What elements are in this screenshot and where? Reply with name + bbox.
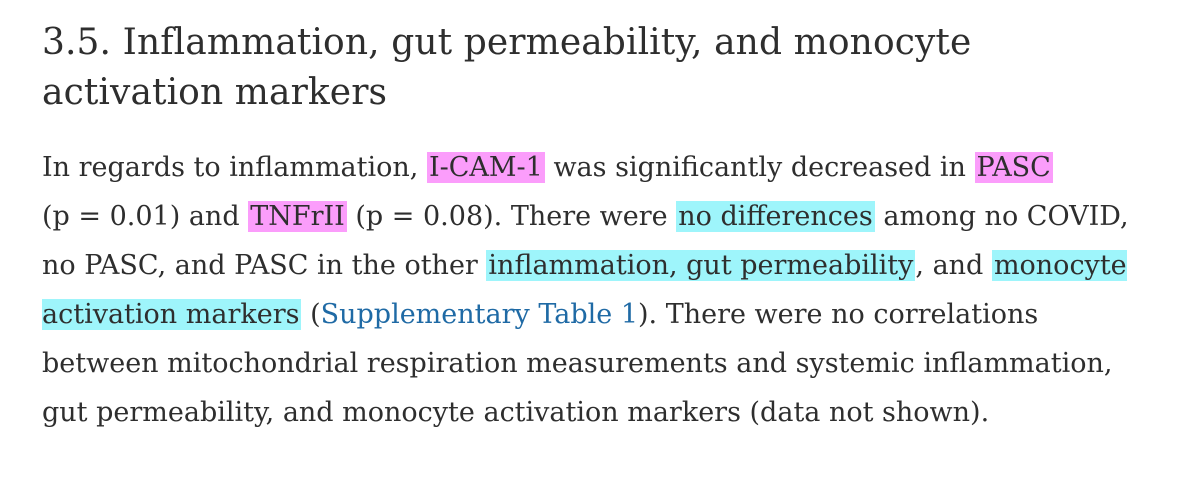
paragraph-text: among no COVID, no PASC, and PASC in the…: [42, 201, 1129, 281]
highlight-icam-1: I-CAM-1: [426, 152, 545, 183]
highlight-tnfrii: TNFrII: [248, 201, 347, 232]
article-section: 3.5. Inflammation, gut permeability, and…: [42, 18, 1162, 437]
paragraph-text: (p = 0.08). There were: [346, 201, 677, 232]
section-heading-line-2: activation markers: [42, 72, 388, 113]
highlight-no-differences: no differences: [676, 201, 875, 232]
paragraph-text: , and: [915, 250, 992, 281]
section-paragraph: In regards to inflammation, I-CAM-1 was …: [42, 143, 1162, 437]
paragraph-text: (p = 0.01) and: [42, 201, 249, 232]
paragraph-text: ). There were no correlations between mi…: [42, 299, 1113, 428]
section-heading-line-1: 3.5. Inflammation, gut permeability, and…: [42, 22, 972, 63]
supplementary-table-link[interactable]: Supplementary Table 1: [320, 299, 639, 330]
paragraph-text: (: [301, 299, 321, 330]
paragraph-text: was significantly decreased in: [544, 152, 975, 183]
paragraph-text: In regards to inflammation,: [42, 152, 427, 183]
section-heading: 3.5. Inflammation, gut permeability, and…: [42, 18, 1162, 118]
highlight-pasc: PASC: [974, 152, 1053, 183]
highlight-inflammation-gut-permeability: inflammation, gut permeability: [486, 250, 916, 281]
